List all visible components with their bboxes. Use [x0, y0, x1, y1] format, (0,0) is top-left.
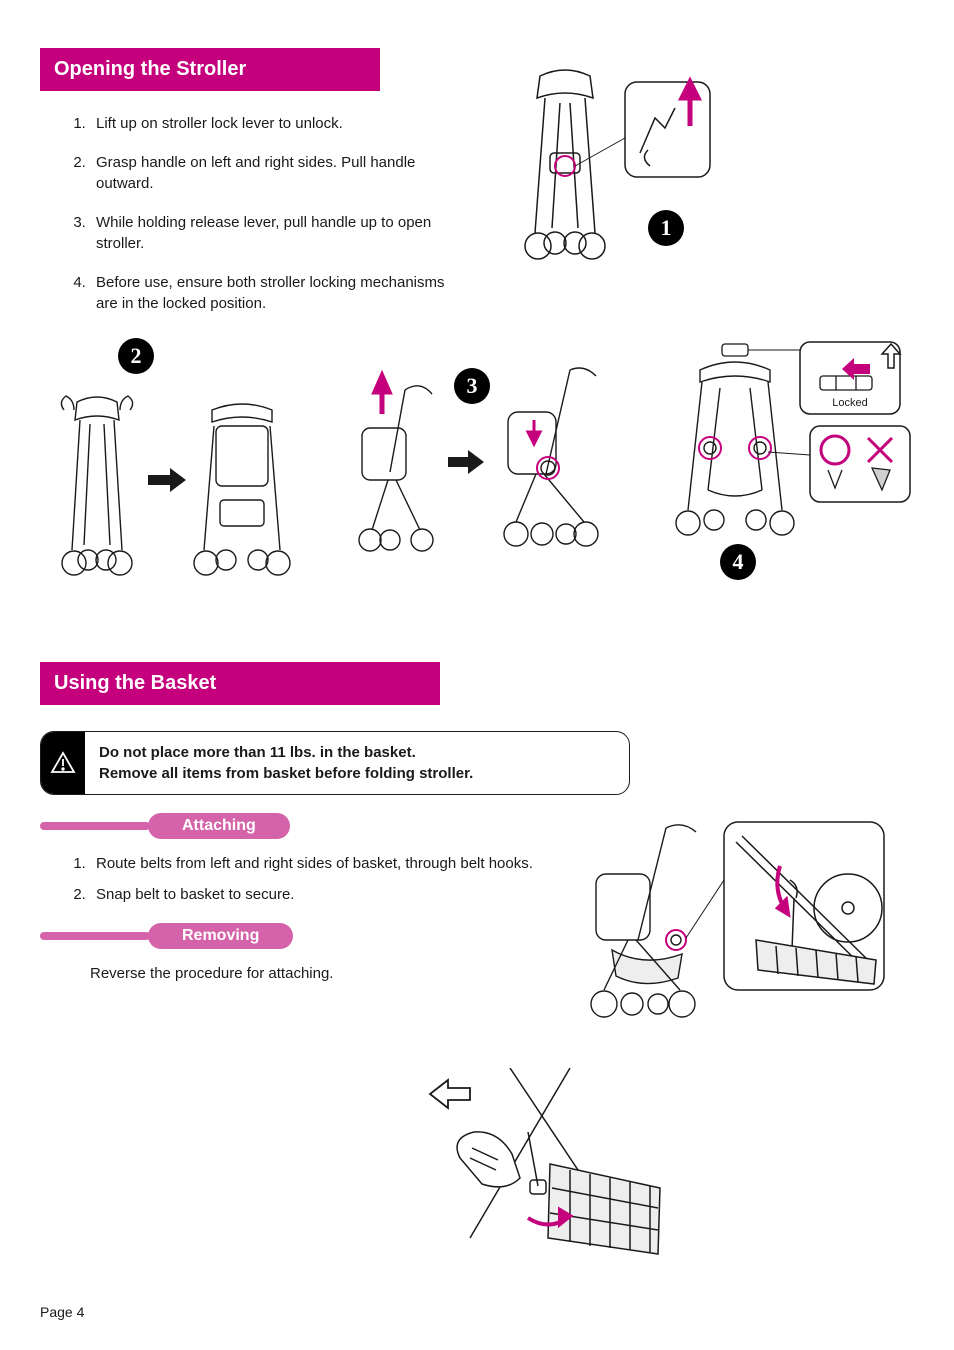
step-badge-2: 2 [118, 338, 154, 374]
attaching-step-1: Route belts from left and right sides of… [90, 853, 590, 874]
figure-step-4: Locked [660, 340, 920, 570]
section-title-basket: Using the Basket [40, 662, 440, 705]
opening-step-4: Before use, ensure both stroller locking… [90, 272, 470, 314]
warning-icon [41, 732, 85, 794]
warning-line-1: Do not place more than 11 lbs. in the ba… [99, 742, 473, 763]
section-title-opening: Opening the Stroller [40, 48, 380, 91]
opening-step-3: While holding release lever, pull handle… [90, 212, 470, 254]
step-badge-4: 4 [720, 544, 756, 580]
figure-basket-attach [586, 820, 896, 1050]
opening-steps-list: Lift up on stroller lock lever to unlock… [90, 113, 470, 314]
attaching-step-2: Snap belt to basket to secure. [90, 884, 590, 905]
attaching-steps-list: Route belts from left and right sides of… [90, 853, 590, 905]
figure-step-2 [52, 380, 297, 590]
figure-step-3 [350, 362, 630, 572]
opening-step-2: Grasp handle on left and right sides. Pu… [90, 152, 470, 194]
warning-box: Do not place more than 11 lbs. in the ba… [40, 731, 630, 795]
step-badge-1: 1 [648, 210, 684, 246]
opening-step-1: Lift up on stroller lock lever to unlock… [90, 113, 470, 134]
warning-line-2: Remove all items from basket before fold… [99, 763, 473, 784]
figure-basket-snap [410, 1068, 670, 1268]
locked-label: Locked [832, 397, 867, 409]
page-number: Page 4 [40, 1304, 84, 1320]
step-badge-3: 3 [454, 368, 490, 404]
